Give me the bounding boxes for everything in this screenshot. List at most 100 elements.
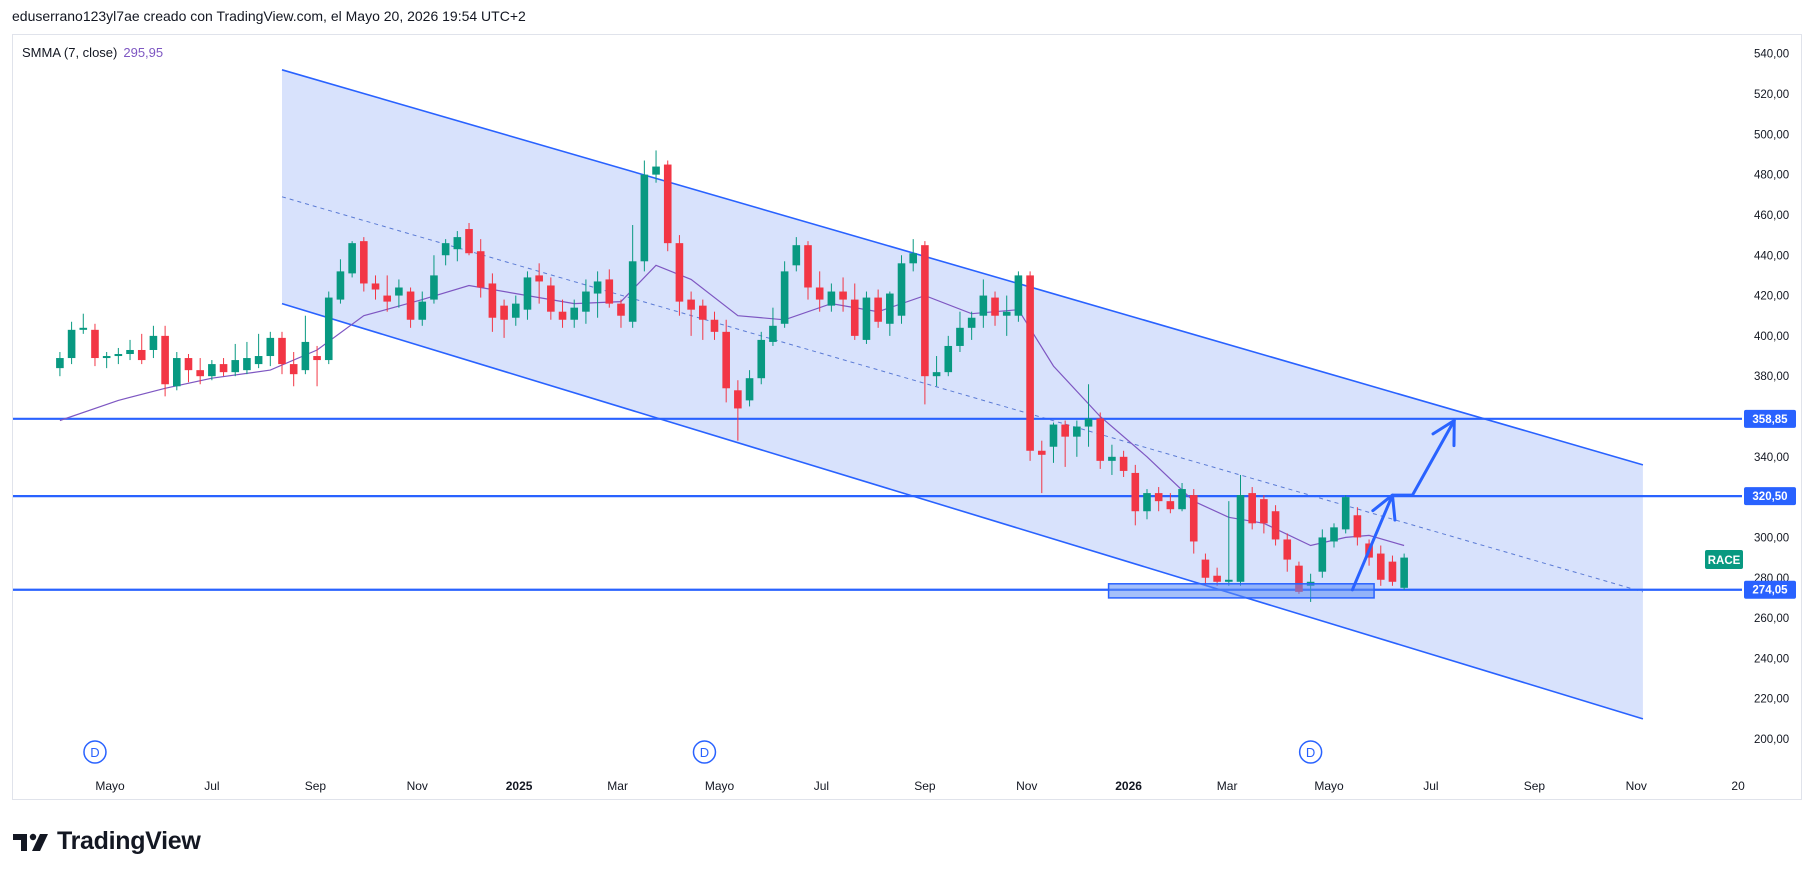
tradingview-logo[interactable]: TradingView [13, 827, 201, 856]
candle[interactable] [79, 313, 88, 334]
candle[interactable] [1119, 450, 1128, 477]
candle[interactable] [278, 331, 286, 375]
candle[interactable] [406, 287, 415, 328]
candle[interactable] [547, 277, 555, 320]
candle[interactable] [208, 360, 216, 381]
candle[interactable] [243, 341, 251, 375]
candle[interactable] [1330, 523, 1338, 548]
candle[interactable] [1341, 495, 1350, 534]
candle[interactable] [734, 380, 742, 441]
candle[interactable] [1014, 271, 1023, 322]
candle[interactable] [266, 331, 275, 367]
candle[interactable] [383, 275, 391, 312]
candle[interactable] [839, 277, 847, 312]
candle[interactable] [1166, 493, 1175, 514]
candle[interactable] [1154, 487, 1163, 512]
candle[interactable] [1248, 487, 1256, 530]
candle[interactable] [1283, 533, 1292, 572]
candle[interactable] [874, 289, 882, 328]
candle[interactable] [126, 339, 134, 361]
candle[interactable] [1061, 420, 1069, 467]
channel-upper-line[interactable] [281, 69, 1644, 466]
candle[interactable] [67, 321, 76, 365]
candle[interactable] [1143, 489, 1151, 520]
candle[interactable] [1213, 567, 1221, 586]
candle[interactable] [605, 269, 614, 308]
candle[interactable] [558, 299, 567, 328]
candle[interactable] [815, 271, 824, 312]
candle[interactable] [699, 299, 707, 340]
candle[interactable] [196, 358, 204, 385]
candle[interactable] [710, 311, 719, 340]
candle[interactable] [1271, 505, 1280, 546]
candle[interactable] [1073, 420, 1081, 457]
candle[interactable] [360, 237, 368, 292]
candle[interactable] [56, 352, 64, 377]
candle[interactable] [453, 231, 462, 262]
candle[interactable] [1131, 464, 1140, 526]
candle[interactable] [1108, 444, 1116, 475]
candle[interactable] [897, 255, 906, 324]
candle[interactable] [804, 241, 812, 300]
candle[interactable] [161, 325, 169, 397]
price-level-tag[interactable]: 320,50 [1744, 487, 1796, 506]
candle[interactable] [149, 325, 158, 359]
candle[interactable] [1096, 412, 1105, 469]
candle[interactable] [979, 279, 988, 328]
candle[interactable] [886, 291, 894, 336]
candle[interactable] [932, 356, 941, 387]
dividend-icon[interactable]: D [83, 740, 107, 764]
candle[interactable] [967, 311, 976, 340]
candle[interactable] [511, 295, 520, 326]
candle[interactable] [91, 323, 99, 367]
candle[interactable] [909, 239, 918, 272]
candle[interactable] [944, 335, 953, 377]
y-axis[interactable]: 200,00220,00240,00260,00280,00300,00320,… [1754, 49, 1789, 746]
candle[interactable] [1189, 489, 1198, 554]
candle[interactable] [348, 241, 356, 278]
candle[interactable] [231, 343, 240, 377]
candle[interactable] [418, 291, 427, 326]
support-zone-rect[interactable] [1107, 583, 1375, 599]
candle[interactable] [1037, 440, 1046, 494]
candle[interactable] [395, 279, 403, 308]
candle[interactable] [780, 261, 789, 328]
candle[interactable] [476, 239, 485, 298]
indicator-legend[interactable]: SMMA (7, close) 295,95 [22, 45, 163, 60]
candle[interactable] [1049, 422, 1058, 463]
candle[interactable] [184, 354, 193, 383]
candle[interactable] [640, 160, 649, 272]
candle[interactable] [1388, 555, 1397, 586]
candle[interactable] [102, 352, 111, 369]
price-level-tag[interactable]: 358,85 [1744, 409, 1796, 428]
candle[interactable] [827, 283, 836, 312]
candle[interactable] [254, 333, 263, 369]
candle[interactable] [523, 271, 532, 320]
candle[interactable] [1353, 507, 1362, 546]
channel-lower-line[interactable] [281, 302, 1644, 720]
candle[interactable] [1376, 545, 1385, 586]
candle[interactable] [1225, 501, 1233, 586]
candle[interactable] [500, 299, 508, 338]
candle[interactable] [687, 291, 695, 336]
projection-arrow[interactable] [1350, 419, 1456, 592]
symbol-tag[interactable]: RACE [1705, 550, 1743, 569]
candle[interactable] [137, 333, 146, 365]
candle[interactable] [1178, 483, 1186, 512]
candle[interactable] [663, 160, 672, 252]
candle[interactable] [289, 352, 298, 387]
candle[interactable] [535, 263, 543, 304]
candle[interactable] [722, 319, 730, 403]
candle[interactable] [628, 225, 637, 328]
candle[interactable] [1260, 495, 1268, 534]
candle[interactable] [582, 279, 590, 324]
candle[interactable] [336, 259, 345, 304]
candle[interactable] [862, 291, 871, 344]
candle[interactable] [430, 255, 438, 304]
candle[interactable] [757, 331, 766, 385]
candle[interactable] [745, 370, 754, 407]
candle[interactable] [114, 347, 123, 365]
candle[interactable] [570, 299, 579, 328]
candle[interactable] [1400, 553, 1408, 590]
